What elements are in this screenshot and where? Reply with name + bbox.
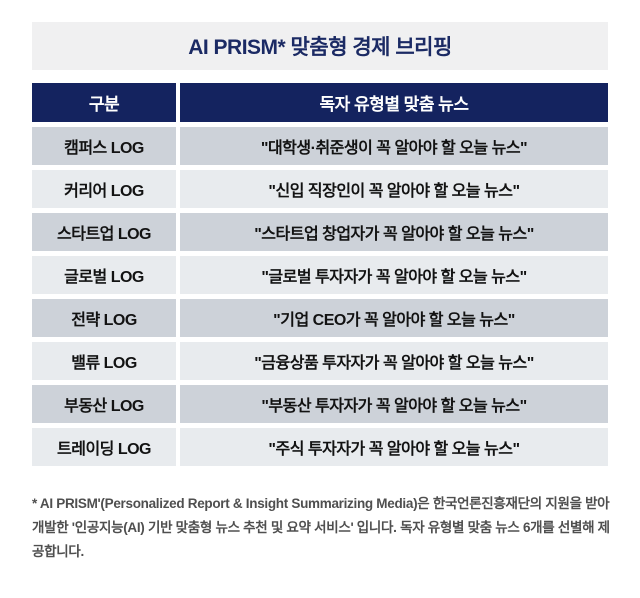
table-row: 전략 LOG "기업 CEO가 꼭 알아야 할 오늘 뉴스" bbox=[32, 299, 608, 337]
row-category-cell: 커리어 LOG bbox=[32, 170, 176, 208]
briefing-table: 구분 독자 유형별 맞춤 뉴스 캠퍼스 LOG "대학생·취준생이 꼭 알아야 … bbox=[32, 83, 608, 471]
header-news: 독자 유형별 맞춤 뉴스 bbox=[180, 83, 608, 122]
row-news-cell: "기업 CEO가 꼭 알아야 할 오늘 뉴스" bbox=[180, 299, 608, 337]
row-news-cell: "부동산 투자자가 꼭 알아야 할 오늘 뉴스" bbox=[180, 385, 608, 423]
row-news-cell: "스타트업 창업자가 꼭 알아야 할 오늘 뉴스" bbox=[180, 213, 608, 251]
row-category-cell: 캠퍼스 LOG bbox=[32, 127, 176, 165]
table-row: 캠퍼스 LOG "대학생·취준생이 꼭 알아야 할 오늘 뉴스" bbox=[32, 127, 608, 165]
row-category-cell: 스타트업 LOG bbox=[32, 213, 176, 251]
page-title: AI PRISM* 맞춤형 경제 브리핑 bbox=[188, 36, 452, 59]
table-header-row: 구분 독자 유형별 맞춤 뉴스 bbox=[32, 83, 608, 122]
row-category-cell: 전략 LOG bbox=[32, 299, 176, 337]
footnote: * AI PRISM'(Personalized Report & Insigh… bbox=[32, 496, 610, 559]
row-category-cell: 밸류 LOG bbox=[32, 342, 176, 380]
table-body: 캠퍼스 LOG "대학생·취준생이 꼭 알아야 할 오늘 뉴스" 커리어 LOG… bbox=[32, 127, 608, 466]
row-news-cell: "신입 직장인이 꼭 알아야 할 오늘 뉴스" bbox=[180, 170, 608, 208]
header-category: 구분 bbox=[32, 83, 176, 122]
table-row: 글로벌 LOG "글로벌 투자자가 꼭 알아야 할 오늘 뉴스" bbox=[32, 256, 608, 294]
table-row: 커리어 LOG "신입 직장인이 꼭 알아야 할 오늘 뉴스" bbox=[32, 170, 608, 208]
row-news-cell: "주식 투자자가 꼭 알아야 할 오늘 뉴스" bbox=[180, 428, 608, 466]
row-news-cell: "글로벌 투자자가 꼭 알아야 할 오늘 뉴스" bbox=[180, 256, 608, 294]
row-category-cell: 부동산 LOG bbox=[32, 385, 176, 423]
row-category-cell: 글로벌 LOG bbox=[32, 256, 176, 294]
table-row: 부동산 LOG "부동산 투자자가 꼭 알아야 할 오늘 뉴스" bbox=[32, 385, 608, 423]
table-row: 밸류 LOG "금융상품 투자자가 꼭 알아야 할 오늘 뉴스" bbox=[32, 342, 608, 380]
page-title-banner: AI PRISM* 맞춤형 경제 브리핑 bbox=[32, 22, 608, 70]
row-news-cell: "금융상품 투자자가 꼭 알아야 할 오늘 뉴스" bbox=[180, 342, 608, 380]
table-row: 스타트업 LOG "스타트업 창업자가 꼭 알아야 할 오늘 뉴스" bbox=[32, 213, 608, 251]
row-category-cell: 트레이딩 LOG bbox=[32, 428, 176, 466]
table-row: 트레이딩 LOG "주식 투자자가 꼭 알아야 할 오늘 뉴스" bbox=[32, 428, 608, 466]
row-news-cell: "대학생·취준생이 꼭 알아야 할 오늘 뉴스" bbox=[180, 127, 608, 165]
